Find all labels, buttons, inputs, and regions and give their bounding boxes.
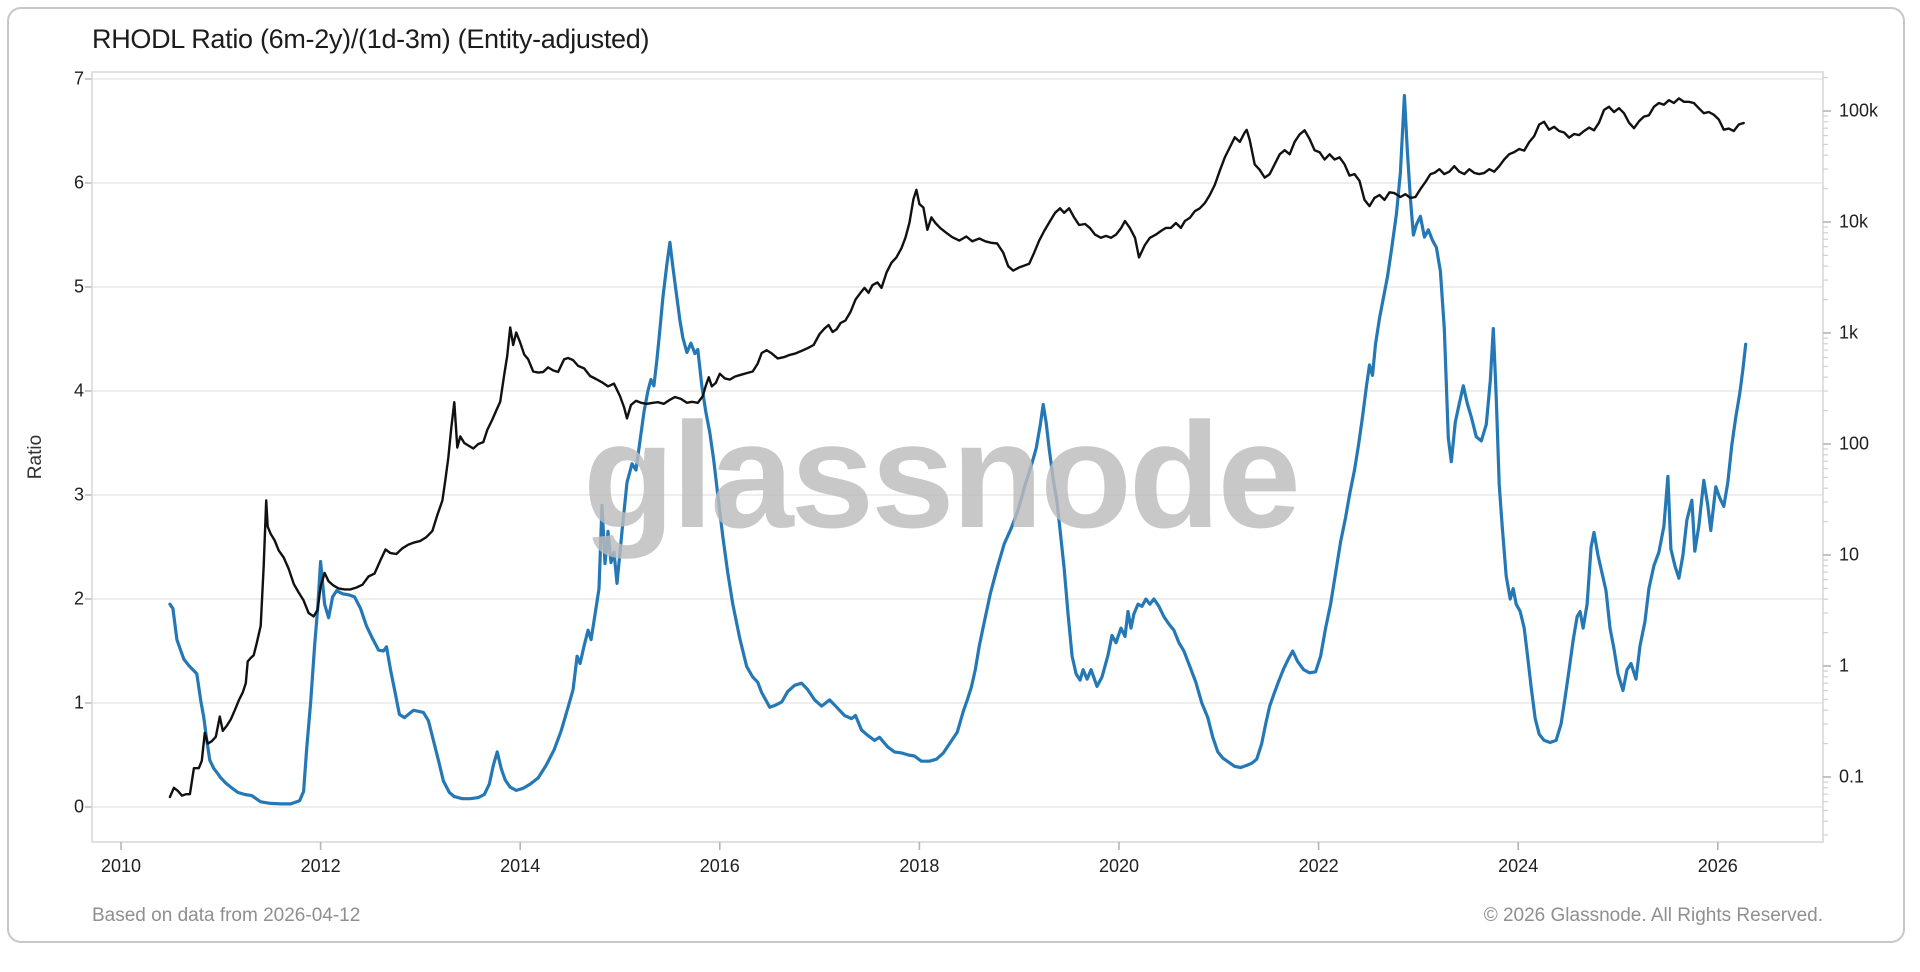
x-tick-2018: 2018 xyxy=(899,856,940,876)
y-right-tick-10k: 10k xyxy=(1839,211,1869,232)
x-tick-2010: 2010 xyxy=(100,856,142,876)
x-tick-2016: 2016 xyxy=(699,856,740,876)
y-left-tick-3: 3 xyxy=(73,484,84,505)
x-tick-2026: 2026 xyxy=(1697,856,1738,876)
chart-title: RHODL Ratio (6m-2y)/(1d-3m) (Entity-adju… xyxy=(92,24,650,54)
y-right-tick-0.1: 0.1 xyxy=(1839,766,1865,787)
glassnode-watermark: glassnode xyxy=(583,391,1301,559)
x-tick-2022: 2022 xyxy=(1298,856,1339,876)
y-left-tick-4: 4 xyxy=(73,380,84,401)
y-left-tick-7: 7 xyxy=(73,68,84,89)
y-left-tick-5: 5 xyxy=(73,276,84,297)
y-right-tick-1: 1 xyxy=(1839,655,1850,676)
y-left-tick-1: 1 xyxy=(73,692,84,713)
y-left-tick-2: 2 xyxy=(73,588,84,609)
footer-copyright: © 2026 Glassnode. All Rights Reserved. xyxy=(1483,905,1823,926)
chart-card xyxy=(7,7,1905,943)
footer-data-source: Based on data from 2026-04-12 xyxy=(92,905,361,926)
y-left-tick-0: 0 xyxy=(73,796,84,817)
y-right-tick-100k: 100k xyxy=(1839,100,1879,121)
x-tick-2024: 2024 xyxy=(1498,856,1539,876)
y-right-tick-10: 10 xyxy=(1839,544,1860,565)
y-left-tick-6: 6 xyxy=(73,172,84,193)
y-right-tick-100: 100 xyxy=(1839,433,1870,454)
x-tick-2014: 2014 xyxy=(500,856,541,876)
y-right-tick-1k: 1k xyxy=(1839,322,1859,343)
x-tick-2020: 2020 xyxy=(1098,856,1140,876)
x-tick-2012: 2012 xyxy=(300,856,341,876)
